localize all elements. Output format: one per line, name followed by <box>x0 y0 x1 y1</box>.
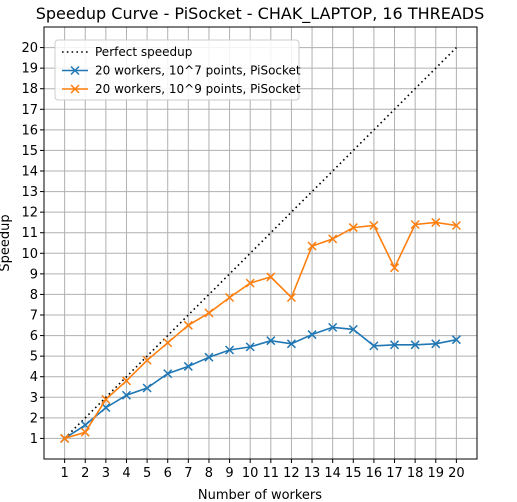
data-point-marker <box>80 427 90 437</box>
data-point-marker <box>60 433 70 443</box>
y-tick-label: 15 <box>21 144 38 159</box>
y-tick-label: 1 <box>30 432 38 447</box>
y-tick-label: 19 <box>21 62 38 77</box>
y-tick-label: 13 <box>21 185 38 200</box>
x-tick-label: 10 <box>242 466 259 481</box>
data-point-marker <box>286 339 296 349</box>
legend-marker <box>70 65 80 76</box>
data-point-marker <box>389 340 400 350</box>
data-point-marker <box>163 338 173 348</box>
chart-title: Speedup Curve - PiSocket - CHAK_LAPTOP, … <box>36 4 485 24</box>
data-point-marker <box>307 330 317 340</box>
series-line-2 <box>64 221 457 440</box>
data-point-marker <box>101 394 111 404</box>
y-tick-label: 10 <box>21 247 38 262</box>
x-tick-label: 11 <box>263 466 280 481</box>
data-point-marker <box>431 217 441 227</box>
data-point-marker <box>204 308 214 318</box>
y-tick-label: 12 <box>21 206 38 221</box>
data-point-marker <box>266 336 276 346</box>
x-tick-label: 9 <box>225 466 233 481</box>
series-line-1 <box>64 326 457 440</box>
y-tick-label: 3 <box>30 391 38 406</box>
y-tick-label: 16 <box>21 123 38 138</box>
y-tick-label: 14 <box>21 165 38 180</box>
data-point-marker <box>348 324 358 334</box>
data-point-marker <box>410 219 420 230</box>
y-axis-label: Speedup <box>0 214 13 271</box>
data-point-marker <box>225 292 235 303</box>
data-point-marker <box>328 322 338 332</box>
legend-label: 20 workers, 10^7 points, PiSocket <box>95 64 301 78</box>
x-tick-label: 2 <box>81 466 89 481</box>
x-tick-label: 8 <box>205 466 213 481</box>
x-tick-label: 14 <box>324 466 341 481</box>
series-line-0 <box>64 47 457 439</box>
x-tick-label: 4 <box>122 466 130 481</box>
plot-frame <box>43 26 478 460</box>
x-tick-label: 13 <box>304 466 321 481</box>
data-point-marker <box>142 383 152 393</box>
x-tick-label: 15 <box>345 466 362 481</box>
x-tick-label: 17 <box>386 466 403 481</box>
data-point-marker <box>204 352 214 362</box>
data-point-marker <box>183 361 193 371</box>
y-tick-label: 18 <box>21 82 38 97</box>
x-tick-label: 19 <box>427 466 444 481</box>
x-tick-label: 3 <box>102 466 110 481</box>
data-point-marker <box>431 339 441 349</box>
data-point-marker <box>121 390 132 400</box>
data-point-marker <box>328 234 338 244</box>
data-point-marker <box>369 341 379 351</box>
x-axis-label: Number of workers <box>198 488 322 502</box>
x-tick-label: 6 <box>164 466 172 481</box>
data-point-marker <box>183 320 193 330</box>
data-point-marker <box>451 335 461 345</box>
x-tick-label: 5 <box>143 466 151 481</box>
x-tick-label: 20 <box>448 466 465 481</box>
data-point-marker <box>142 355 152 365</box>
data-point-marker <box>369 220 379 231</box>
y-tick-label: 7 <box>30 309 38 324</box>
legend-marker <box>70 84 80 94</box>
series-layer <box>60 47 461 443</box>
data-point-marker <box>266 272 276 282</box>
legend: Perfect speedup 20 workers, 10^7 points, … <box>54 39 301 101</box>
data-point-marker <box>348 223 358 233</box>
x-tick-label: 1 <box>60 466 68 481</box>
ticks: 1 2 3 4 5 6 7 8 9 10 11 12 13 14 15 16 17 18 19 20123456789… <box>21 41 464 481</box>
y-tick-label: 4 <box>30 370 38 385</box>
x-tick-label: 7 <box>184 466 192 481</box>
x-tick-label: 12 <box>283 466 300 481</box>
data-point-marker <box>389 263 400 273</box>
y-tick-label: 8 <box>30 288 38 303</box>
data-point-marker <box>307 241 317 251</box>
data-point-marker <box>163 369 173 379</box>
y-tick-label: 6 <box>30 329 38 344</box>
data-point-marker <box>451 220 461 231</box>
data-point-marker <box>286 292 296 303</box>
y-tick-label: 20 <box>21 41 38 56</box>
x-tick-label: 18 <box>407 466 424 481</box>
y-tick-label: 17 <box>21 103 38 118</box>
y-tick-label: 9 <box>30 267 38 282</box>
legend-box <box>54 39 300 101</box>
legend-label: Perfect speedup <box>95 45 192 59</box>
y-tick-label: 2 <box>30 411 38 426</box>
data-point-marker <box>121 376 132 386</box>
x-tick-label: 16 <box>366 466 383 481</box>
y-tick-label: 5 <box>30 350 38 365</box>
y-tick-label: 11 <box>21 226 38 241</box>
legend-label: 20 workers, 10^9 points, PiSocket <box>95 82 301 96</box>
data-point-marker <box>225 345 235 355</box>
data-point-marker <box>245 278 255 288</box>
data-point-marker <box>245 342 255 352</box>
data-point-marker <box>410 340 420 350</box>
